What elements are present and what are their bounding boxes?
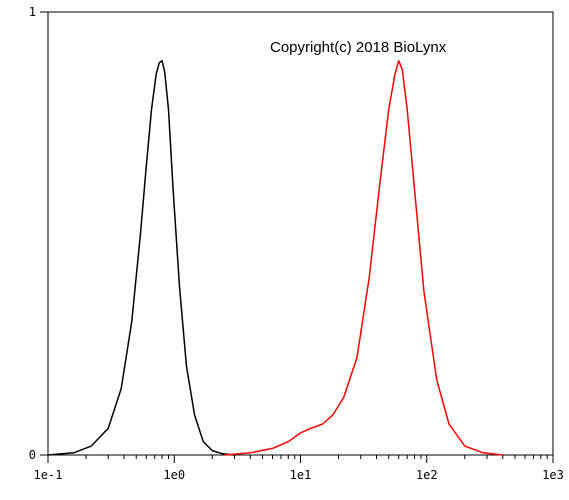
x-tick-label: 1e2 <box>416 468 438 482</box>
axis-layer: 1e-1 1e0 1e1 1e2 1e3 0 1 <box>29 5 564 482</box>
copyright-annotation: Copyright(c) 2018 BioLynx <box>270 39 447 56</box>
y-tick-label: 0 <box>29 448 36 462</box>
plot-frame <box>47 11 554 456</box>
series-line-1 <box>47 59 235 456</box>
x-tick-label: 1e-1 <box>34 468 63 482</box>
series-layer <box>47 59 503 456</box>
y-tick-label: 1 <box>29 5 36 19</box>
plot-area <box>47 11 554 456</box>
x-tick-label: 1e0 <box>163 468 185 482</box>
series-line-2 <box>224 59 503 456</box>
x-tick-label: 1e3 <box>542 468 564 482</box>
x-tick-label: 1e1 <box>290 468 312 482</box>
